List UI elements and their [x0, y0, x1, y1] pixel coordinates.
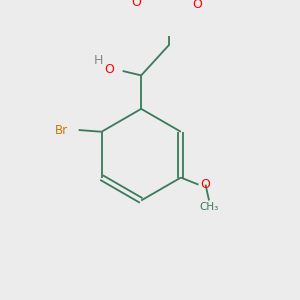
Text: H: H: [94, 54, 103, 67]
Text: CH₃: CH₃: [200, 202, 219, 212]
Text: O: O: [131, 0, 141, 9]
Text: O: O: [193, 0, 202, 11]
Text: Br: Br: [55, 124, 68, 136]
Text: O: O: [104, 63, 114, 76]
Text: O: O: [200, 178, 210, 191]
